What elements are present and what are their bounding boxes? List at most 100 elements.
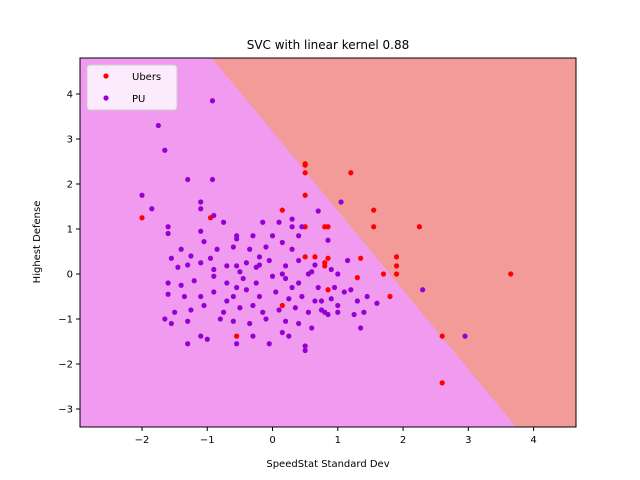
y-tick-label: 3 (67, 135, 73, 146)
point-pu (420, 287, 426, 293)
point-pu (282, 318, 289, 324)
point-ubers (393, 271, 400, 277)
point-ubers (139, 215, 145, 221)
point-pu (273, 289, 279, 295)
point-pu (296, 280, 302, 286)
point-pu (315, 284, 321, 291)
point-pu (188, 307, 194, 313)
point-pu (325, 311, 331, 318)
point-pu (237, 305, 243, 311)
point-pu (312, 262, 318, 268)
point-pu (305, 271, 312, 277)
point-pu (224, 298, 230, 304)
point-pu (348, 287, 354, 293)
point-pu (361, 309, 367, 315)
point-pu (279, 271, 285, 277)
point-ubers (302, 170, 308, 176)
point-pu (302, 343, 308, 349)
y-axis-label: Highest Defense (32, 201, 43, 284)
point-pu (220, 219, 227, 225)
point-pu (201, 239, 207, 245)
point-pu (325, 237, 331, 243)
point-pu (168, 320, 174, 327)
point-pu (358, 325, 364, 331)
point-pu (234, 284, 240, 291)
point-pu (178, 282, 184, 288)
y-tick-label: −3 (58, 405, 73, 416)
point-ubers (325, 287, 331, 293)
point-pu (209, 98, 216, 104)
point-pu (260, 219, 266, 225)
point-ubers (508, 271, 514, 277)
y-tick-label: 1 (67, 225, 73, 236)
point-pu (318, 307, 325, 313)
point-pu (175, 264, 181, 270)
point-pu (234, 263, 240, 269)
point-pu (188, 253, 194, 259)
region-ubers (211, 58, 576, 427)
point-pu (162, 147, 168, 153)
point-pu (296, 320, 302, 327)
point-pu (364, 293, 370, 300)
y-tick-label: 0 (67, 270, 73, 281)
point-pu (191, 278, 197, 284)
point-pu (185, 262, 191, 268)
point-ubers (302, 192, 308, 198)
point-pu (237, 269, 243, 275)
point-pu (354, 298, 360, 304)
point-pu (318, 298, 325, 304)
point-ubers (279, 207, 285, 213)
point-pu (260, 309, 266, 315)
point-pu (296, 233, 302, 239)
point-pu (344, 257, 351, 264)
point-pu (230, 293, 236, 300)
point-pu (181, 293, 188, 300)
point-pu (243, 260, 250, 266)
x-tick-label: 4 (530, 435, 536, 446)
point-ubers (371, 224, 377, 230)
point-pu (155, 122, 161, 129)
point-pu (263, 244, 269, 250)
point-pu (289, 224, 295, 230)
point-pu (312, 298, 318, 304)
point-ubers (325, 224, 331, 230)
point-pu (240, 275, 246, 282)
x-tick-label: 2 (400, 435, 406, 446)
point-pu (250, 233, 256, 239)
point-pu (224, 263, 230, 269)
x-axis-label: SpeedStat Standard Dev (266, 459, 389, 470)
point-pu (234, 341, 240, 347)
point-pu (309, 325, 315, 331)
point-ubers (393, 254, 400, 260)
point-pu (328, 296, 334, 302)
point-pu (276, 307, 282, 313)
point-pu (299, 293, 305, 300)
point-pu (198, 260, 204, 266)
legend-box (86, 64, 178, 111)
point-pu (204, 336, 210, 342)
point-ubers (393, 263, 400, 269)
point-pu (328, 266, 334, 273)
point-pu (282, 275, 289, 282)
point-pu (198, 228, 204, 234)
point-pu (198, 199, 204, 205)
point-ubers (234, 333, 240, 339)
point-pu (220, 309, 227, 315)
point-ubers (387, 293, 393, 300)
x-axis: −2 −1 0 1 2 3 4 (135, 427, 537, 446)
point-ubers (371, 207, 377, 213)
point-pu (296, 257, 302, 264)
point-pu (279, 329, 285, 336)
point-pu (165, 230, 171, 237)
point-pu (286, 296, 292, 302)
point-ubers (358, 255, 364, 261)
point-ubers (279, 302, 285, 309)
point-pu (185, 341, 191, 347)
point-pu (253, 280, 259, 286)
point-pu (289, 246, 295, 252)
point-pu (335, 309, 341, 315)
point-pu (234, 236, 240, 242)
decision-regions (80, 58, 576, 427)
legend-marker-ubers (103, 73, 109, 79)
